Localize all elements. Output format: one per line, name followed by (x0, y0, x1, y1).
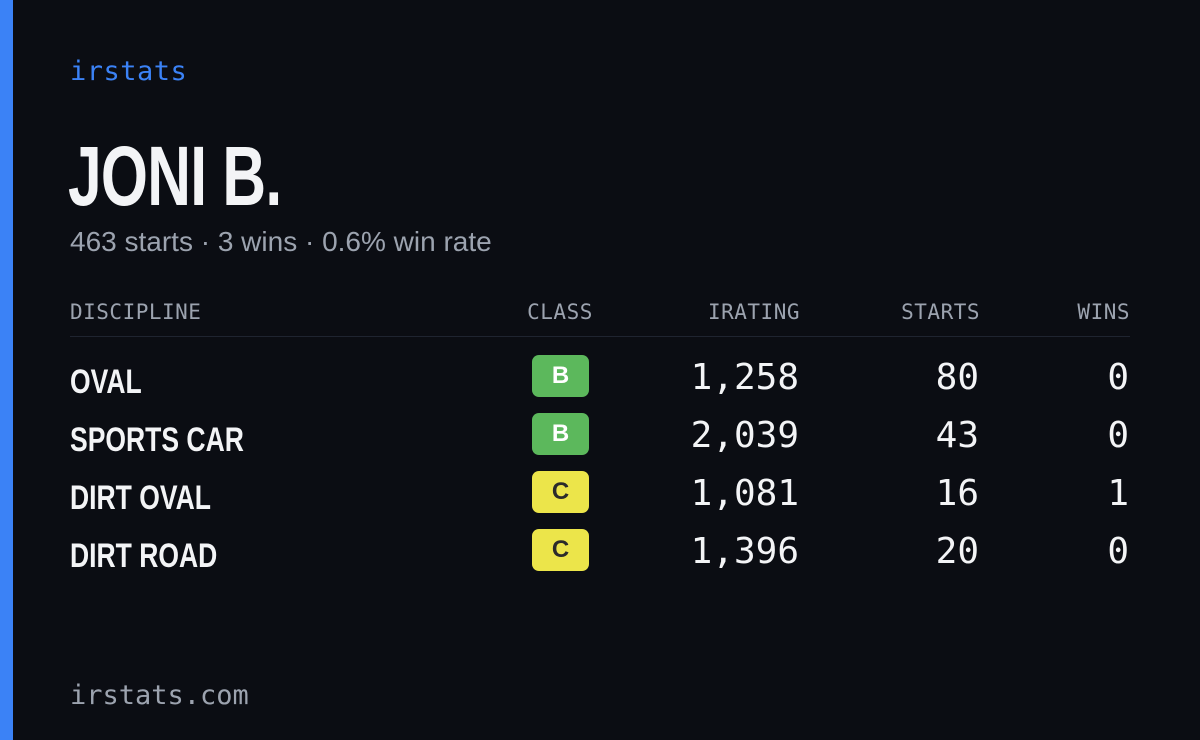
irating-value: 1,258 (690, 357, 799, 398)
license-class-badge: C (532, 529, 589, 571)
table-row: OVAL B 1,258 80 0 (70, 353, 1130, 411)
discipline-name: DIRT OVAL (70, 479, 211, 517)
irating-value: 1,081 (690, 473, 799, 514)
starts-value: 20 (935, 531, 979, 572)
header-class-label: CLASS (527, 300, 593, 324)
discipline-name: SPORTS CAR (70, 421, 244, 459)
table-row: SPORTS CAR B 2,039 43 0 (70, 411, 1130, 469)
table-row: DIRT ROAD C 1,396 20 0 (70, 527, 1130, 585)
irating-value: 1,396 (690, 531, 799, 572)
starts-value: 80 (935, 357, 979, 398)
header-discipline: DISCIPLINE (70, 300, 202, 324)
header-starts: STARTS (901, 300, 980, 324)
wins-value: 1 (1107, 473, 1129, 514)
header-wins: WINS (1077, 300, 1130, 324)
starts-value: 16 (935, 473, 979, 514)
wins-value: 0 (1107, 531, 1129, 572)
wins-value: 0 (1107, 415, 1129, 456)
irating-value: 2,039 (690, 415, 799, 456)
license-class-badge: B (532, 413, 589, 455)
player-name: JONI B. (68, 129, 282, 223)
footer-url[interactable]: irstats.com (70, 680, 249, 711)
brand-logo: irstats (70, 56, 188, 87)
table-header: DISCIPLINE CLASS IRATING STARTS WINS (70, 296, 1130, 337)
table-body: OVAL B 1,258 80 0 SPORTS CAR B 2,039 43 … (70, 353, 1130, 585)
player-summary: 463 starts · 3 wins · 0.6% win rate (70, 226, 492, 257)
accent-bar (0, 0, 13, 740)
wins-value: 0 (1107, 357, 1129, 398)
starts-value: 43 (935, 415, 979, 456)
table-row: DIRT OVAL C 1,081 16 1 (70, 469, 1130, 527)
license-class-badge: C (532, 471, 589, 513)
discipline-name: OVAL (70, 363, 142, 401)
license-class-badge: B (532, 355, 589, 397)
discipline-table: DISCIPLINE CLASS IRATING STARTS WINS OVA… (70, 296, 1130, 575)
discipline-name: DIRT ROAD (70, 537, 218, 575)
header-irating: IRATING (707, 300, 800, 324)
